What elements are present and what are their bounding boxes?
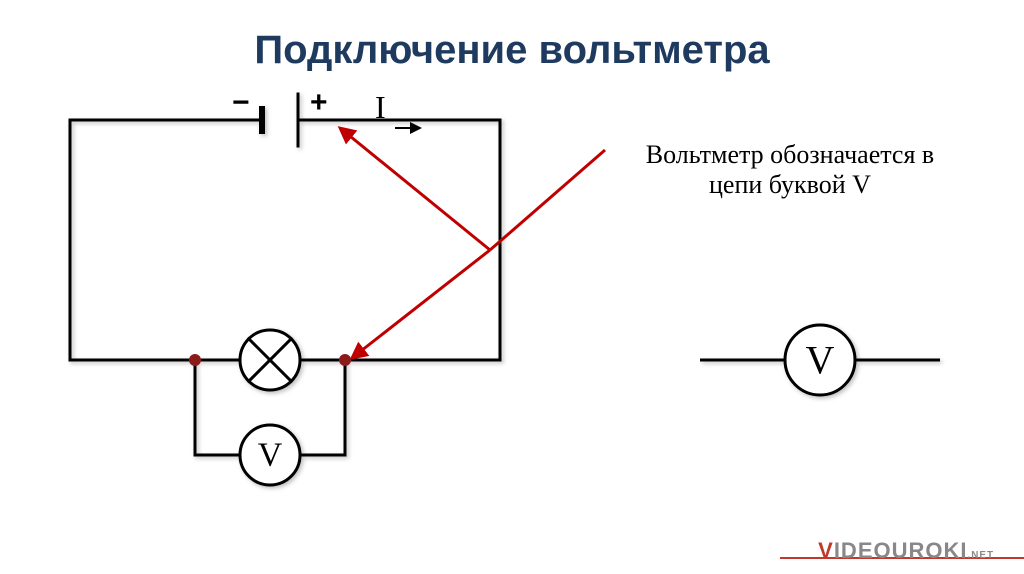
watermark-rest: IDEOUROKI xyxy=(834,538,968,563)
watermark: VIDEOUROKI.NET xyxy=(818,538,994,564)
svg-text:+: + xyxy=(310,86,328,119)
svg-text:V: V xyxy=(806,338,835,383)
watermark-v: V xyxy=(818,538,834,563)
diagram-svg: − + I V V xyxy=(0,0,1024,574)
svg-text:−: − xyxy=(232,86,250,119)
svg-text:V: V xyxy=(258,437,283,474)
watermark-net: .NET xyxy=(968,550,995,561)
svg-text:I: I xyxy=(375,89,386,125)
